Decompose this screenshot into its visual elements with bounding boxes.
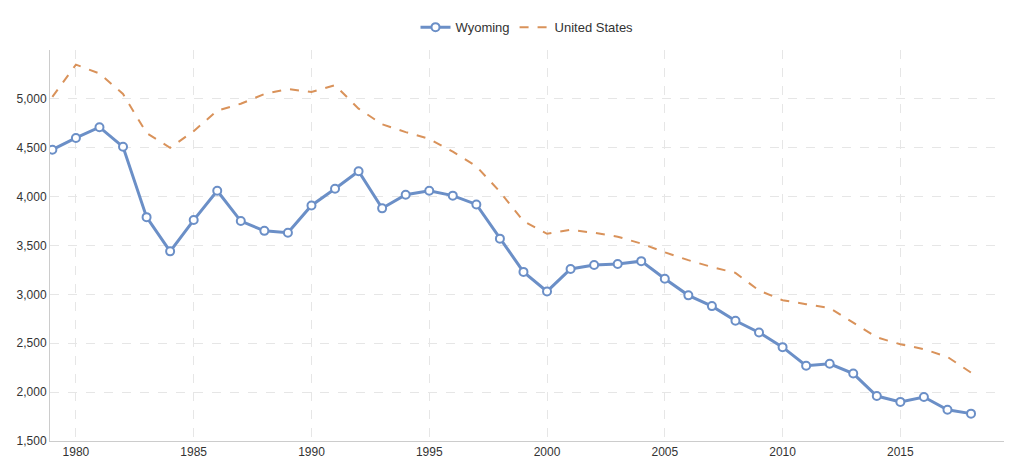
svg-text:3,000: 3,000 bbox=[17, 288, 47, 302]
svg-text:2005: 2005 bbox=[651, 445, 678, 459]
svg-text:2015: 2015 bbox=[887, 445, 914, 459]
svg-text:4,000: 4,000 bbox=[17, 190, 47, 204]
svg-text:2010: 2010 bbox=[769, 445, 796, 459]
svg-text:United States: United States bbox=[555, 20, 634, 35]
svg-text:5,000: 5,000 bbox=[17, 92, 47, 106]
svg-text:1,500: 1,500 bbox=[17, 434, 47, 448]
svg-text:3,500: 3,500 bbox=[17, 239, 47, 253]
svg-text:4,500: 4,500 bbox=[17, 141, 47, 155]
svg-text:2,500: 2,500 bbox=[17, 336, 47, 350]
svg-text:2000: 2000 bbox=[534, 445, 561, 459]
svg-text:1995: 1995 bbox=[416, 445, 443, 459]
svg-text:1980: 1980 bbox=[63, 445, 90, 459]
svg-text:2,000: 2,000 bbox=[17, 385, 47, 399]
svg-text:1990: 1990 bbox=[298, 445, 325, 459]
svg-text:1985: 1985 bbox=[180, 445, 207, 459]
svg-text:Wyoming: Wyoming bbox=[456, 20, 510, 35]
